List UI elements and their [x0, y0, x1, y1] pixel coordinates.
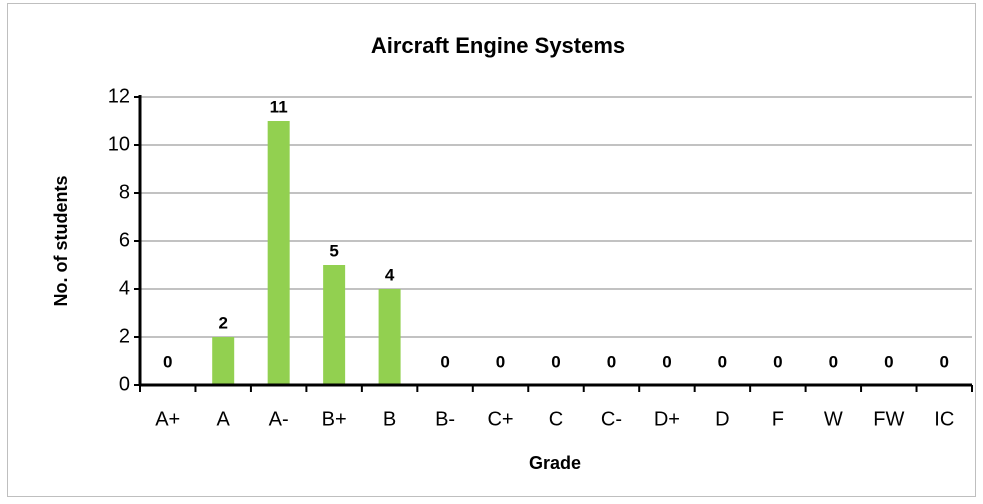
x-tick-label: A+ [155, 408, 180, 430]
x-tick-label: A [217, 408, 231, 430]
x-tick-label: C+ [487, 408, 513, 430]
y-axis-label: No. of students [51, 176, 71, 307]
x-tick-label: B+ [322, 408, 347, 430]
x-tick-label: W [824, 408, 843, 430]
data-label: 0 [773, 352, 782, 371]
y-tick-label: 8 [119, 181, 130, 203]
x-tick-label: C [549, 408, 563, 430]
y-tick-label: 6 [119, 229, 130, 251]
y-tick-label: 10 [108, 133, 130, 155]
y-tick-label: 2 [119, 325, 130, 347]
y-tick-label: 0 [119, 373, 130, 395]
x-tick-label: B [383, 408, 396, 430]
data-label: 0 [496, 352, 505, 371]
y-tick-label: 12 [108, 85, 130, 107]
x-tick-label: B- [435, 408, 455, 430]
bar [378, 289, 401, 385]
x-axis-label: Grade [529, 453, 581, 473]
x-tick-label: D [715, 408, 729, 430]
data-label: 0 [884, 352, 893, 371]
data-label: 11 [270, 97, 288, 116]
bar [267, 121, 290, 385]
data-label: 5 [329, 241, 338, 260]
data-label: 0 [607, 352, 616, 371]
data-label: 0 [718, 352, 727, 371]
x-tick-label: C- [601, 408, 622, 430]
data-label: 0 [163, 352, 172, 371]
data-label: 4 [385, 265, 395, 284]
y-tick-label: 4 [119, 277, 130, 299]
data-label: 0 [940, 352, 949, 371]
bar [323, 265, 346, 385]
x-tick-label: FW [873, 408, 904, 430]
x-tick-label: IC [934, 408, 954, 430]
x-tick-label: A- [269, 408, 289, 430]
data-label: 2 [218, 313, 227, 332]
chart-title: Aircraft Engine Systems [371, 33, 625, 58]
data-label: 0 [829, 352, 838, 371]
chart-border [7, 3, 976, 497]
x-tick-label: D+ [654, 408, 680, 430]
bar [212, 337, 235, 385]
data-label: 0 [662, 352, 671, 371]
x-tick-label: F [772, 408, 784, 430]
data-label: 0 [440, 352, 449, 371]
data-label: 0 [551, 352, 560, 371]
